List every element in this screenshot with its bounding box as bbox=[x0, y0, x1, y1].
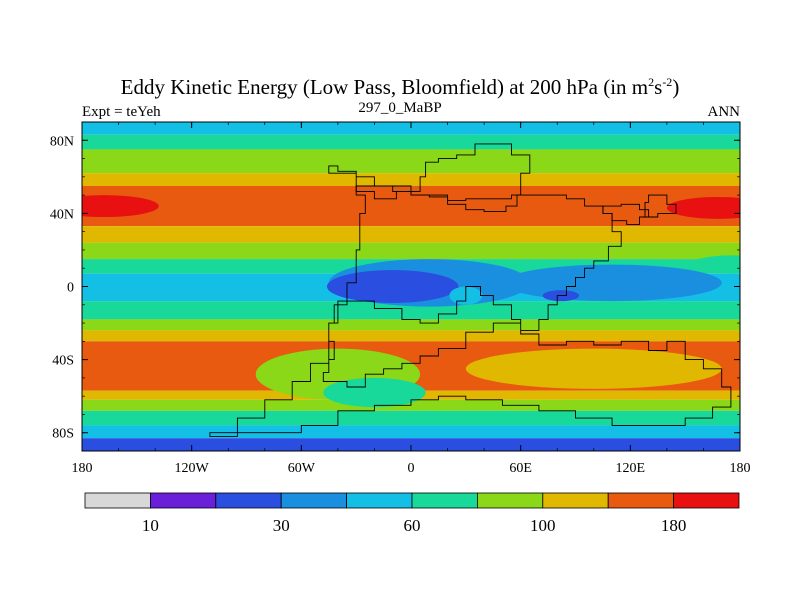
contour-band-16 bbox=[82, 425, 740, 439]
contour-feature-9 bbox=[465, 348, 722, 389]
contour-feature-3 bbox=[502, 264, 722, 302]
contour-feature-10 bbox=[690, 255, 740, 274]
contour-band-15 bbox=[82, 410, 740, 426]
contour-band-9 bbox=[82, 301, 740, 320]
colorbar-swatch-3 bbox=[280, 492, 348, 509]
colorbar-swatch-2 bbox=[215, 492, 282, 509]
colorbar-swatch-8 bbox=[607, 492, 675, 509]
title-mid: s bbox=[654, 75, 663, 99]
colorbar-label: 60 bbox=[404, 516, 421, 535]
y-tick-label: 0 bbox=[67, 281, 74, 296]
y-tick-label: 80S bbox=[52, 427, 74, 442]
contour-band-6 bbox=[82, 242, 740, 260]
x-tick-label: 180 bbox=[730, 461, 751, 476]
x-tick-label: 60W bbox=[288, 461, 316, 476]
coastline-3 bbox=[644, 194, 677, 218]
colorbar-swatch-6 bbox=[476, 492, 544, 509]
x-tick-label: 60E bbox=[509, 461, 532, 476]
colorbar-label: 180 bbox=[661, 516, 687, 535]
y-tick-label: 40N bbox=[50, 207, 74, 222]
colorbar-label: 100 bbox=[530, 516, 556, 535]
colorbar-swatch-4 bbox=[346, 492, 413, 509]
contour-band-0 bbox=[82, 122, 740, 135]
x-tick-label: 180 bbox=[72, 461, 93, 476]
contour-feature-0 bbox=[82, 195, 159, 218]
title-main: Eddy Kinetic Energy (Low Pass, Bloomfiel… bbox=[120, 75, 649, 99]
contour-band-17 bbox=[82, 438, 740, 451]
coastline-1 bbox=[209, 185, 732, 437]
contour-band-3 bbox=[82, 173, 740, 186]
coastline-layer bbox=[209, 143, 732, 437]
contour-band-11 bbox=[82, 330, 740, 342]
colorbar-swatch-5 bbox=[411, 492, 478, 509]
contour-band-2 bbox=[82, 149, 740, 174]
contour-band-1 bbox=[82, 134, 740, 150]
title-sup2: -2 bbox=[662, 75, 673, 89]
x-tick-label: 120W bbox=[175, 461, 210, 476]
chart-title: Eddy Kinetic Energy (Low Pass, Bloomfiel… bbox=[0, 70, 800, 99]
coastline-2 bbox=[602, 203, 650, 225]
colorbar-swatch-1 bbox=[149, 492, 217, 509]
coastline-0 bbox=[328, 143, 531, 213]
title-sup1: 2 bbox=[648, 75, 655, 89]
contour-feature-8 bbox=[323, 377, 426, 408]
x-tick-label: 120E bbox=[616, 461, 646, 476]
contour-band-5 bbox=[82, 226, 740, 243]
colorbar: 10 30 60 100 180 bbox=[84, 492, 740, 535]
colorbar-swatch-9 bbox=[673, 492, 740, 509]
y-tick-label: 80N bbox=[50, 134, 74, 149]
y-tick-label: 40S bbox=[52, 354, 74, 369]
subtitle-left: Expt = teYeh bbox=[82, 104, 161, 120]
subtitle-center: 297_0_MaBP bbox=[358, 100, 442, 116]
contour-feature-4 bbox=[326, 270, 459, 303]
colorbar-label: 30 bbox=[273, 516, 290, 535]
contour-fill-layer bbox=[82, 122, 740, 451]
colorbar-label: 10 bbox=[142, 516, 159, 535]
contour-band-10 bbox=[82, 319, 740, 331]
title-end: ) bbox=[672, 75, 680, 99]
contour-feature-1 bbox=[666, 196, 740, 219]
subtitle-right: ANN bbox=[707, 104, 741, 120]
colorbar-swatch-7 bbox=[542, 492, 609, 509]
colorbar-swatch-0 bbox=[84, 492, 151, 509]
axis-layer: 180 120W 60W 0 60E 120E 180 80N 40N 0 40S 80S bbox=[50, 122, 751, 476]
x-tick-label: 0 bbox=[408, 461, 415, 476]
